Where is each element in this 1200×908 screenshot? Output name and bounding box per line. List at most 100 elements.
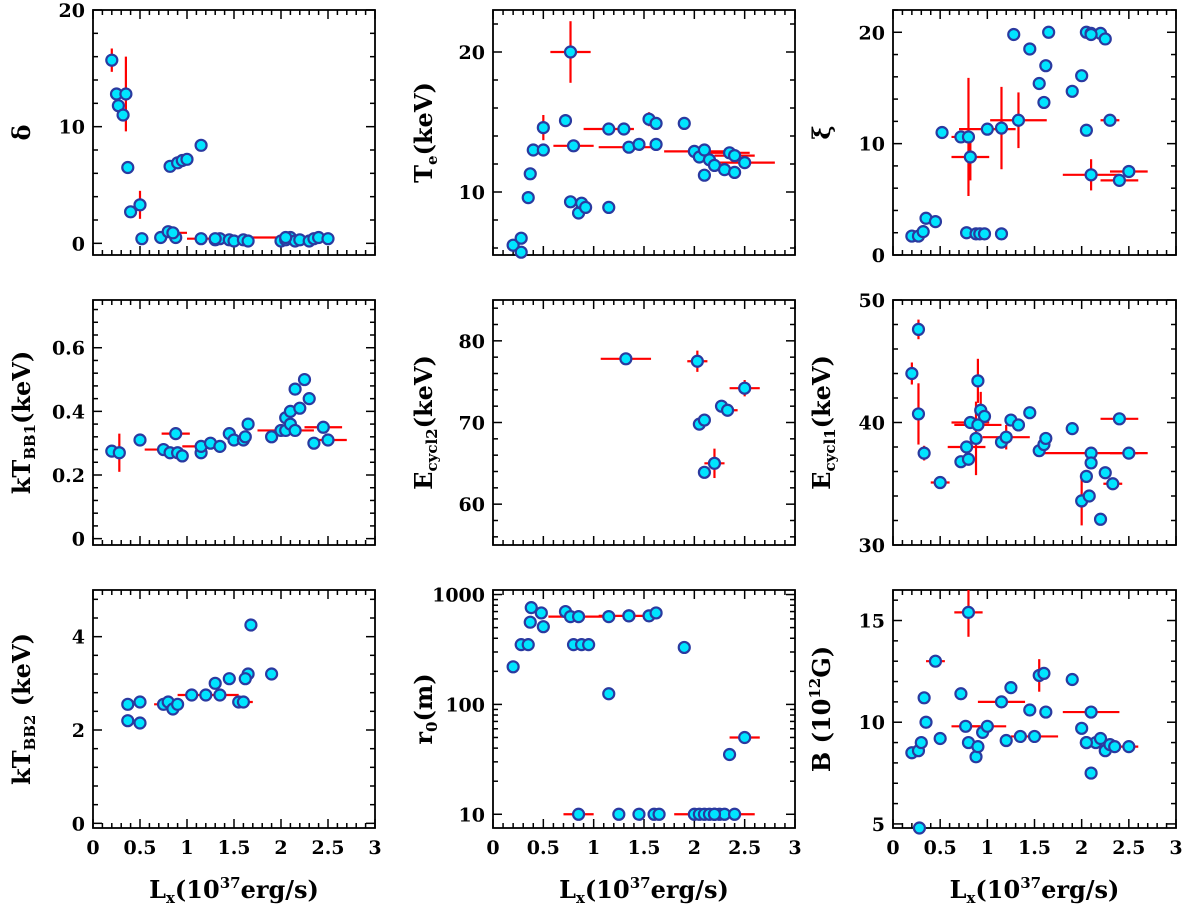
panel-Ecycl1: 30 40 50 Ecycl1(keV) (807, 290, 1177, 557)
data-point (571, 807, 586, 821)
data-point (1098, 32, 1112, 46)
data-point (523, 167, 537, 181)
data-point (1079, 469, 1093, 483)
data-point (917, 691, 931, 705)
x-axis-title: Lx(1037erg/s) (149, 874, 319, 907)
data-point (738, 381, 752, 395)
data-point (1112, 173, 1127, 187)
y-tick-label: 10 (459, 804, 485, 826)
data-point (579, 200, 593, 214)
data-point (690, 354, 704, 368)
data-point (1039, 705, 1053, 719)
data-point (534, 606, 548, 620)
y-axis-title: ξ (807, 125, 836, 139)
data-point (213, 439, 227, 453)
data-point (169, 427, 183, 441)
data-point (523, 615, 537, 629)
data-point (911, 322, 926, 336)
data-point (536, 143, 550, 157)
y-tick-label: 40 (859, 413, 885, 435)
y-tick-label: 10 (859, 712, 885, 734)
y-tick-label: 1000 (432, 585, 485, 607)
data-point (1122, 164, 1136, 179)
data-point (566, 139, 581, 153)
data-point (1082, 489, 1096, 503)
y-tick-label: 0.2 (52, 465, 85, 487)
x-tick-label: 3 (1169, 837, 1182, 859)
data-point (1037, 666, 1051, 681)
y-axis-title: Te(keV) (409, 82, 441, 183)
data-point (521, 638, 535, 652)
data-point (602, 609, 616, 624)
data-point (1011, 418, 1026, 432)
y-axis-title: Ecycl1(keV) (807, 355, 839, 490)
data-point (919, 715, 933, 729)
y-axis-title: δ (7, 124, 36, 140)
data-point (727, 807, 742, 821)
data-point (652, 807, 666, 821)
data-point (677, 640, 691, 655)
x-tick-label: 1.5 (627, 837, 660, 859)
data-point (265, 667, 279, 681)
data-point (1065, 672, 1079, 687)
data-point (194, 138, 208, 152)
data-point (208, 676, 222, 690)
data-point (582, 638, 596, 652)
data-point (1084, 27, 1098, 42)
y-tick-label: 30 (859, 535, 885, 557)
data-point (563, 195, 578, 209)
data-point (506, 660, 520, 674)
data-point (994, 227, 1009, 241)
data-point (649, 137, 663, 151)
data-point (622, 609, 636, 623)
x-tick-label: 0.5 (924, 837, 957, 859)
data-point (1004, 681, 1018, 695)
x-tick-label: 2 (688, 837, 701, 859)
data-point (602, 687, 616, 701)
data-point (236, 695, 250, 709)
plot-frame (492, 9, 796, 256)
data-point (994, 121, 1009, 135)
data-point (1013, 729, 1027, 744)
data-point (727, 149, 742, 163)
data-point (1098, 466, 1112, 480)
data-point (321, 232, 335, 246)
y-axis-title: r0(m) (409, 673, 441, 744)
data-point (722, 747, 737, 762)
data-point (571, 609, 586, 624)
x-tick-label: 0 (886, 837, 899, 859)
data-point (1023, 42, 1037, 56)
data-point (1084, 766, 1098, 780)
plot-frame (92, 9, 376, 256)
x-axis-title: Lx(1037erg/s) (559, 874, 729, 907)
data-point (916, 225, 930, 239)
data-point (959, 719, 973, 733)
data-point (194, 232, 208, 246)
data-point (180, 152, 194, 166)
panel-kTBB1: 0 0.2 0.4 0.6 kTBB1(keV) (7, 299, 376, 551)
data-point (727, 165, 742, 179)
data-point (241, 234, 255, 248)
data-point (302, 392, 316, 406)
data-point (558, 113, 573, 128)
data-point (980, 719, 994, 733)
data-point (279, 230, 293, 245)
data-point (1011, 113, 1026, 127)
data-point (1084, 456, 1098, 470)
y-tick-label: 0 (72, 529, 85, 551)
data-point (914, 735, 928, 750)
x-tick-label: 2.5 (311, 837, 344, 859)
data-point (707, 807, 722, 821)
plot-frame (92, 589, 376, 829)
data-point (935, 125, 949, 140)
data-point (124, 205, 138, 219)
data-point (971, 418, 985, 432)
data-point (905, 366, 919, 381)
data-point (288, 423, 302, 438)
panel-kTBB2: 0 0.5 1 1.5 2 2.5 3 Lx(1037erg/s) 0 2 4 kTBB2 (keV) (7, 589, 382, 907)
data-point (677, 116, 691, 131)
data-point (222, 672, 236, 686)
data-point (514, 231, 528, 245)
y-tick-label: 10 (459, 182, 485, 204)
data-point (244, 618, 258, 632)
